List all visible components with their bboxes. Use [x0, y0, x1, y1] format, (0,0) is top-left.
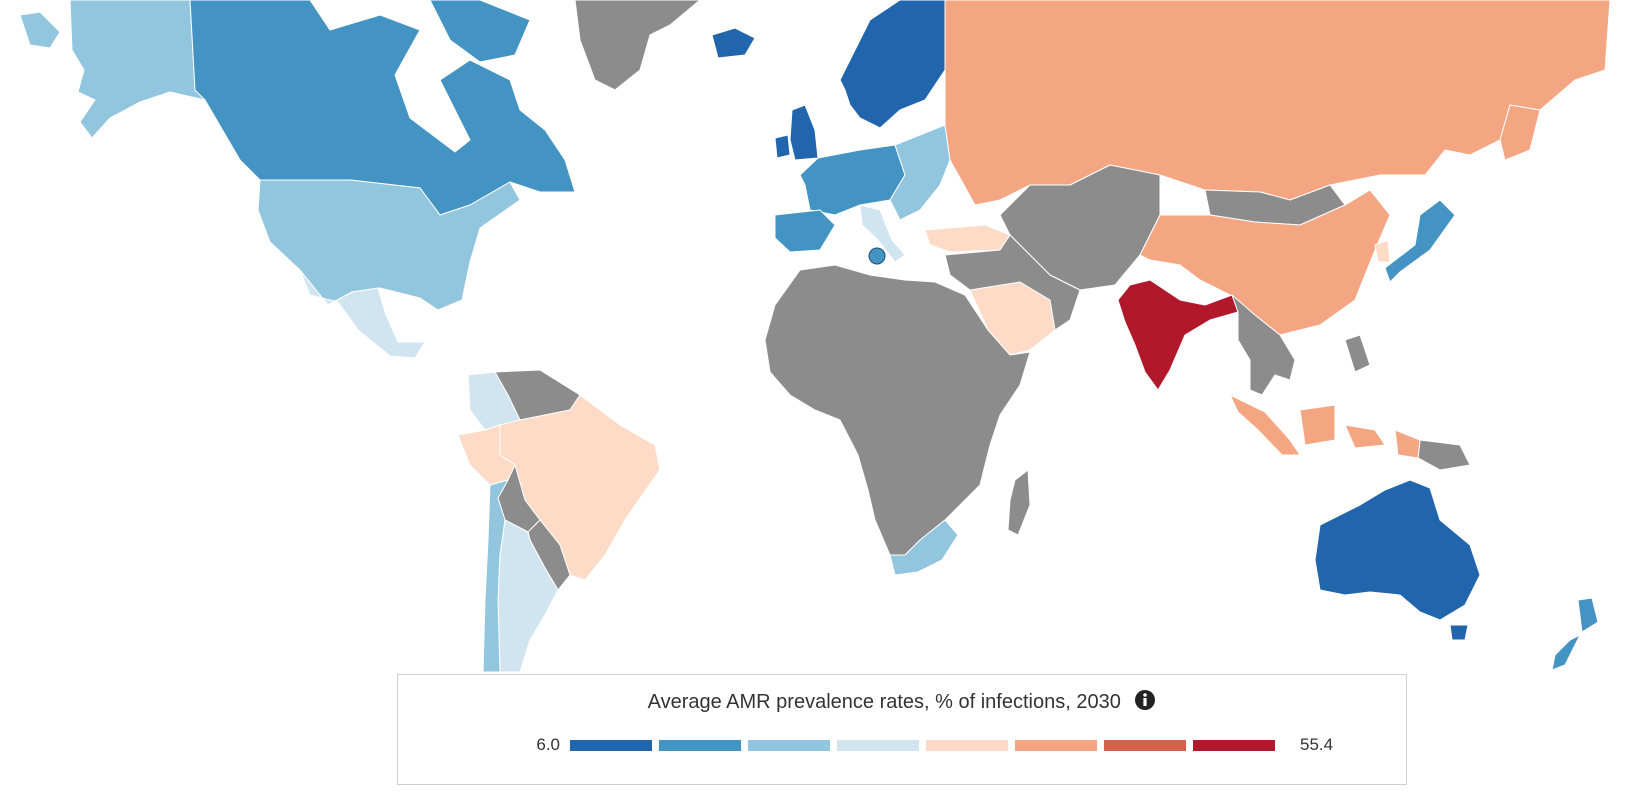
small-country-markers — [868, 247, 886, 265]
region-japan[interactable] — [1384, 199, 1456, 283]
region-greenland[interactable] — [574, 0, 701, 91]
legend-scale: 6.0 55.4 — [508, 732, 1352, 758]
map-legend: Average AMR prevalence rates, % of infec… — [397, 674, 1407, 785]
region-tasmania[interactable] — [1449, 624, 1469, 641]
region-australia[interactable] — [1314, 479, 1481, 621]
legend-swatch-5 — [926, 739, 1008, 751]
region-chile[interactable] — [482, 479, 509, 673]
legend-max-value: 55.4 — [1300, 735, 1334, 754]
region-iberia[interactable] — [774, 209, 836, 253]
region-korea[interactable] — [1374, 239, 1391, 263]
region-south-africa[interactable] — [889, 519, 959, 576]
region-africa[interactable] — [764, 264, 1031, 556]
legend-swatch-3 — [748, 739, 830, 751]
region-middle-east[interactable] — [944, 234, 1081, 331]
region-united-states[interactable] — [257, 179, 521, 311]
region-uk[interactable] — [789, 104, 819, 161]
info-circle-icon[interactable] — [1134, 689, 1156, 717]
region-iceland[interactable] — [711, 27, 756, 59]
legend-swatch-1 — [570, 739, 652, 751]
region-russia[interactable] — [944, 0, 1611, 206]
legend-swatch-7 — [1104, 739, 1186, 751]
legend-swatch-2 — [659, 739, 741, 751]
legend-swatch-6 — [1015, 739, 1097, 751]
region-kamchatka[interactable] — [1499, 104, 1541, 161]
region-turkey[interactable] — [924, 224, 1011, 253]
region-alaska[interactable] — [69, 0, 206, 139]
region-indonesia[interactable] — [1229, 394, 1421, 459]
region-alaska-west-tip[interactable] — [19, 11, 61, 49]
country-shapes — [19, 0, 1611, 673]
region-ireland[interactable] — [774, 134, 791, 159]
region-scandinavia[interactable] — [839, 0, 946, 129]
legend-swatch-8 — [1193, 739, 1275, 751]
region-mexico[interactable] — [299, 269, 426, 359]
region-canadian-islands[interactable] — [429, 0, 531, 63]
region-china[interactable] — [1139, 189, 1391, 336]
legend-title-row: Average AMR prevalence rates, % of infec… — [398, 689, 1406, 717]
region-southeast-asia[interactable] — [1231, 294, 1296, 396]
legend-title: Average AMR prevalence rates, % of infec… — [647, 691, 1121, 713]
legend-min-value: 6.0 — [536, 735, 560, 754]
region-italy[interactable] — [859, 204, 906, 263]
region-india[interactable] — [1117, 279, 1239, 391]
malta-marker[interactable] — [868, 247, 886, 265]
legend-swatch-4 — [837, 739, 919, 751]
region-madagascar[interactable] — [1007, 469, 1031, 536]
region-new-zealand[interactable] — [1551, 597, 1599, 671]
